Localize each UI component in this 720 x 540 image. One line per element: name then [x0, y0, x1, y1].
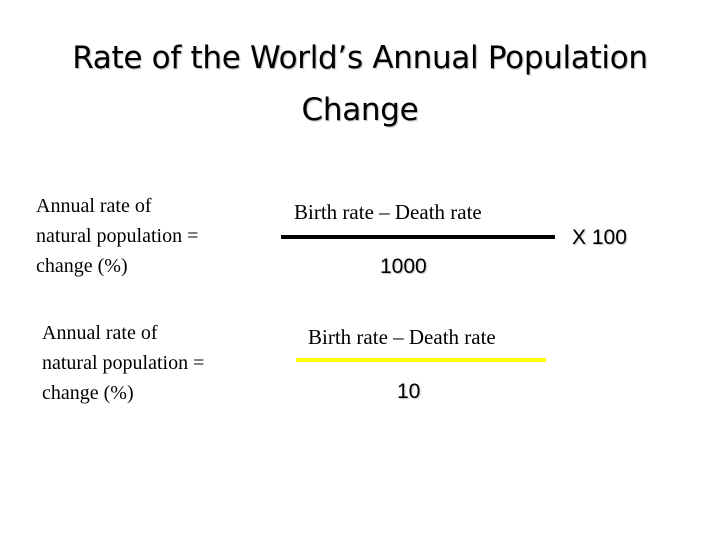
formula-1-fraction-bar — [281, 235, 555, 239]
formula-2-lhs-line-1: Annual rate of — [42, 322, 158, 344]
formula-2-fraction-bar — [296, 358, 546, 362]
formula-1-multiplier: X 100 — [572, 226, 627, 249]
formula-2-numerator: Birth rate – Death rate — [308, 325, 496, 349]
formula-1-lhs-line-3: change (%) — [36, 255, 128, 277]
formula-1-lhs-line-1: Annual rate of — [36, 195, 152, 217]
slide-title: Rate of the World’s Annual Population Ch… — [20, 32, 700, 136]
formula-1-numerator: Birth rate – Death rate — [294, 200, 482, 224]
formula-2-denominator: 10 — [397, 380, 421, 403]
formula-1-lhs-line-2: natural population = — [36, 225, 199, 247]
title-line-2: Change — [301, 92, 419, 128]
formula-2-lhs-line-2: natural population = — [42, 352, 205, 374]
title-line-1: Rate of the World’s Annual Population — [72, 40, 648, 76]
formula-2-lhs: Annual rate of natural population = chan… — [42, 318, 204, 408]
formula-1-denominator: 1000 — [380, 255, 427, 278]
formula-2-lhs-line-3: change (%) — [42, 382, 134, 404]
formula-1-lhs: Annual rate of natural population = chan… — [36, 191, 198, 281]
